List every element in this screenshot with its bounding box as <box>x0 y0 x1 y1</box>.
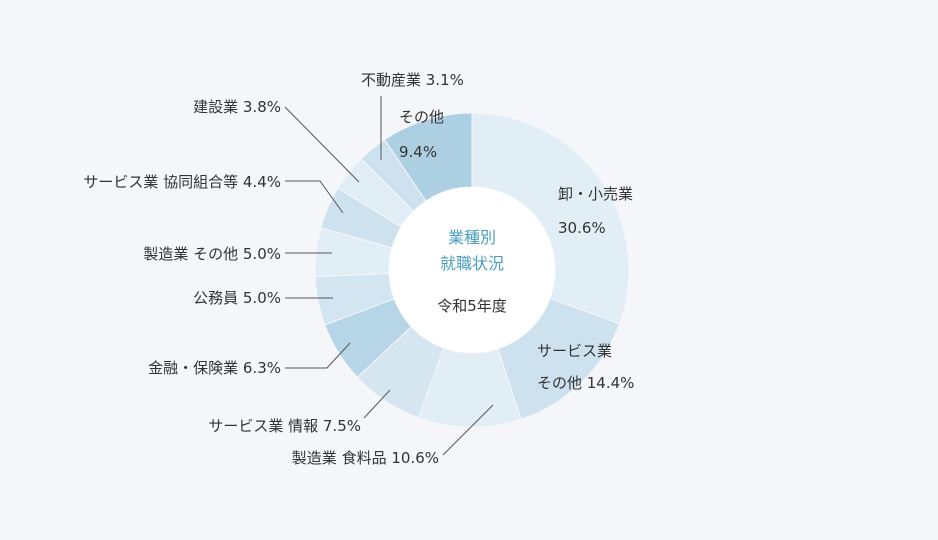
label-卸小売業-name: 卸・小売業 <box>558 185 633 203</box>
label-その他-value: 9.4% <box>399 143 437 161</box>
label-製造業その他: 製造業 その他 5.0% <box>143 245 281 263</box>
label-サービス業協同組合等: サービス業 協同組合等 4.4% <box>83 173 281 191</box>
center-title-line1: 業種別 <box>448 228 496 247</box>
label-不動産業: 不動産業 3.1% <box>361 71 464 89</box>
center-subtitle: 令和5年度 <box>437 297 507 315</box>
label-金融保険業: 金融・保険業 6.3% <box>148 359 281 377</box>
leader-line-製造業-食料品 <box>442 404 494 456</box>
leader-line-サービス業-情報 <box>363 389 391 419</box>
label-サービス業情報: サービス業 情報 7.5% <box>208 417 361 435</box>
leader-line-サービス業-協同組合等 <box>285 180 344 214</box>
label-サービス業その他-name: サービス業 <box>537 342 612 360</box>
label-卸小売業-value: 30.6% <box>558 219 606 237</box>
donut-slices <box>314 112 630 428</box>
label-製造業食料品: 製造業 食料品 10.6% <box>292 449 439 467</box>
label-その他-name: その他 <box>399 108 444 126</box>
donut-hole <box>389 187 555 353</box>
label-サービス業その他-value: その他 14.4% <box>537 374 634 392</box>
label-公務員: 公務員 5.0% <box>193 289 281 307</box>
leader-line-金融保険業 <box>285 342 351 369</box>
label-建設業: 建設業 3.8% <box>193 98 281 116</box>
center-title-line2: 就職状況 <box>440 254 504 273</box>
leader-line-建設業 <box>284 106 360 183</box>
